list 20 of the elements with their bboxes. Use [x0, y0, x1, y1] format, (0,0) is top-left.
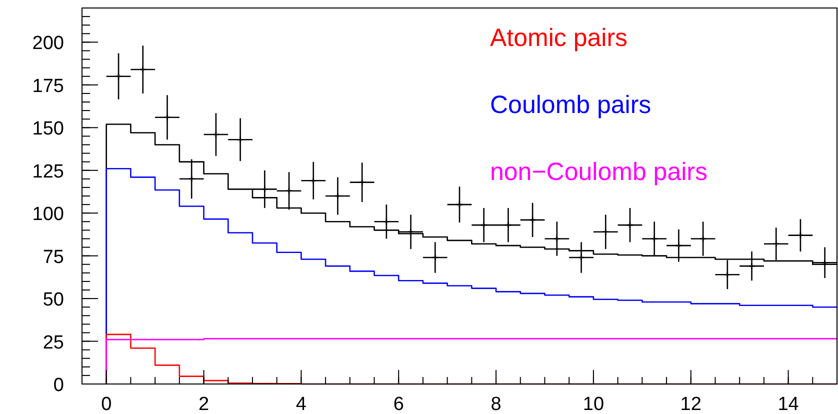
x-tick-label: 12: [680, 394, 702, 414]
y-tick-label: 50: [42, 290, 64, 311]
x-tick-label: 14: [778, 394, 800, 414]
y-tick-label: 150: [32, 118, 64, 140]
y-tick-label: 75: [42, 246, 64, 268]
y-tick-label: 175: [32, 76, 64, 97]
x-tick-label: 2: [198, 394, 210, 414]
x-tick-label: 6: [393, 394, 404, 414]
y-tick-label: 125: [32, 161, 64, 182]
text: non−Coulomb pairs: [490, 158, 708, 186]
y-tick-label: 200: [32, 33, 64, 54]
y-tick-label: 0: [53, 375, 64, 396]
y-tick-label: 100: [32, 204, 64, 226]
text: Coulomb pairs: [490, 91, 652, 119]
x-tick-label: 0: [101, 394, 112, 414]
x-tick-label: 4: [296, 394, 307, 414]
x-tick-label: 10: [582, 394, 604, 414]
x-tick-label: 8: [490, 394, 502, 414]
text: Atomic pairs: [490, 24, 628, 52]
y-tick-label: 25: [42, 332, 64, 354]
